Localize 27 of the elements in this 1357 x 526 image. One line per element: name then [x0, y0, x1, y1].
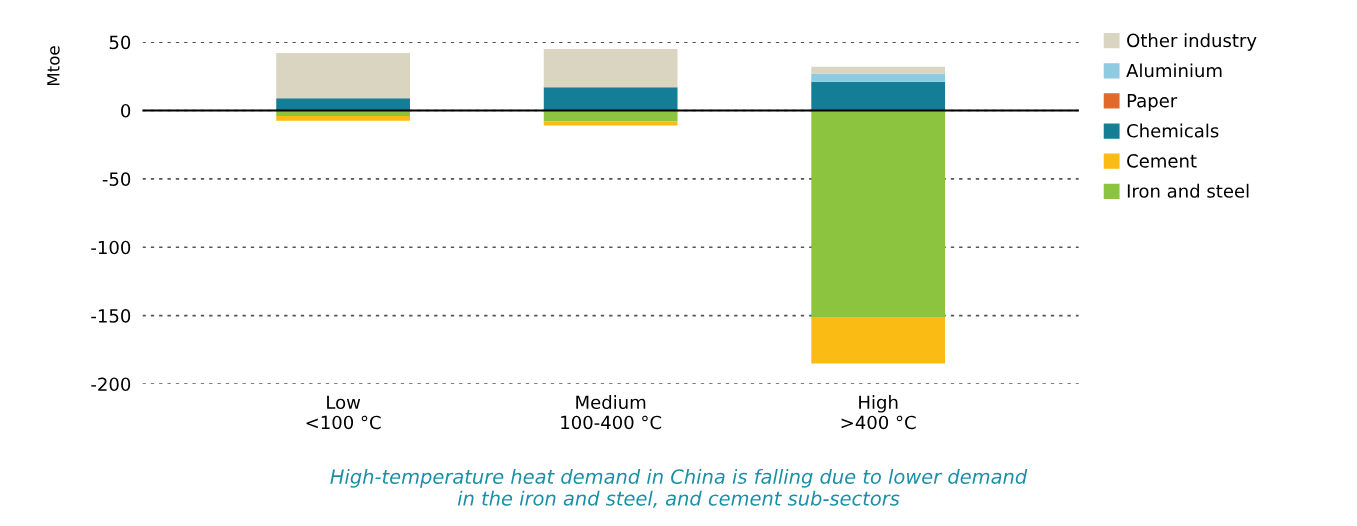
- bar: [543, 87, 678, 111]
- bar: [543, 121, 678, 126]
- x-tick-label: Low <100 °C: [306, 395, 381, 430]
- legend-label: Other industry: [1127, 33, 1257, 51]
- y-tick-label: -100: [91, 240, 131, 255]
- bar: [811, 316, 946, 364]
- bar: [276, 53, 411, 99]
- x-tick-label: High >400 °C: [841, 395, 916, 430]
- legend-label: Paper: [1127, 94, 1178, 111]
- y-tick-label: -50: [102, 172, 131, 186]
- legend-label: Chemicals: [1127, 123, 1219, 138]
- text: High-temperature heat demand in China is falling due to lower demand in the iron and steel, and cement sub-sectors: [330, 468, 1028, 508]
- bar: [811, 66, 946, 74]
- bar: [811, 73, 946, 82]
- y-tick-label: 50: [109, 35, 131, 50]
- bar: [811, 110, 946, 317]
- x-tick-label: Medium 100-400 °C: [561, 395, 662, 430]
- legend-label: Aluminium: [1126, 63, 1222, 78]
- y-tick-label: -200: [91, 377, 131, 392]
- legend-label: Iron and steel: [1127, 183, 1249, 198]
- y-tick-label: 0: [121, 103, 131, 118]
- bar: [276, 115, 411, 121]
- y-axis-title: Mtoe: [47, 46, 60, 86]
- bar: [811, 81, 946, 111]
- bar: [543, 48, 678, 88]
- legend-label: Cement: [1127, 154, 1197, 168]
- y-tick-label: -150: [91, 309, 131, 323]
